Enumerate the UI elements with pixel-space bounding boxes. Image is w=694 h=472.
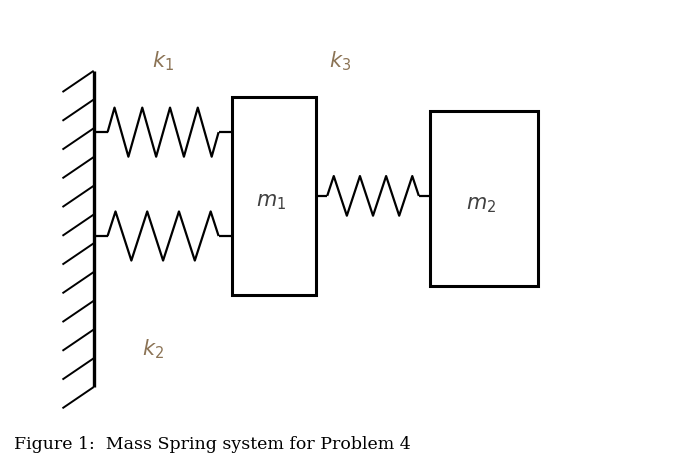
Text: $m_1$: $m_1$ [255,192,286,212]
Text: $k_1$: $k_1$ [152,50,174,73]
Bar [430,111,538,286]
Text: Figure 1:  Mass Spring system for Problem 4: Figure 1: Mass Spring system for Problem… [14,436,411,453]
Text: $k_2$: $k_2$ [142,337,164,361]
Text: $k_3$: $k_3$ [329,50,351,73]
Text: $m_2$: $m_2$ [466,195,496,215]
Bar [232,97,316,295]
